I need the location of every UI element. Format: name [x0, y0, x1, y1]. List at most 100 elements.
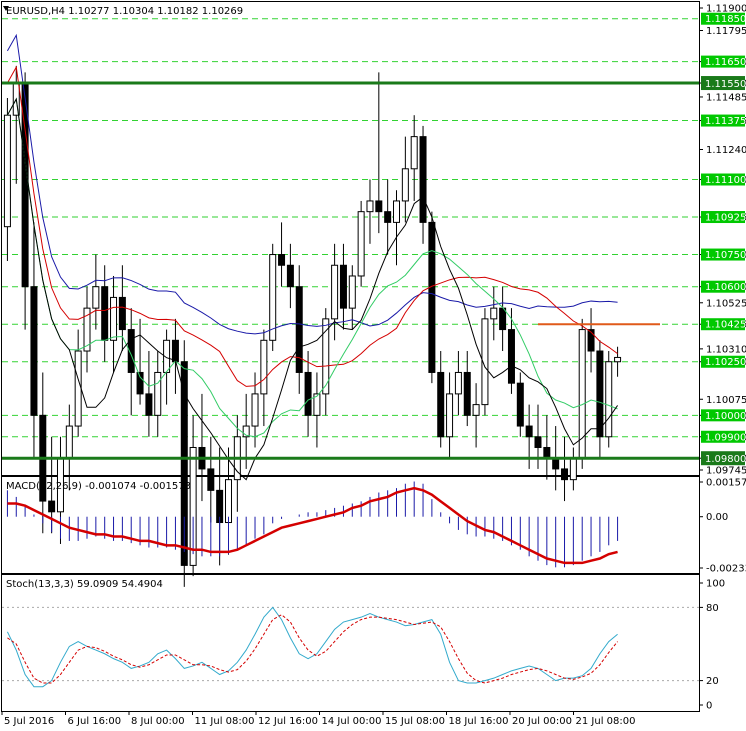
- candle-body[interactable]: [171, 339, 179, 363]
- candle-body[interactable]: [401, 168, 409, 202]
- candle-body[interactable]: [83, 307, 91, 352]
- candle-body[interactable]: [30, 286, 38, 416]
- candle-body[interactable]: [242, 425, 250, 438]
- candle-body[interactable]: [260, 339, 268, 395]
- candle-body[interactable]: [393, 200, 401, 223]
- price-tick-label: 1.11900: [706, 4, 746, 15]
- candle-body[interactable]: [587, 329, 595, 352]
- candle-body[interactable]: [304, 371, 312, 416]
- time-tick-label: 14 Jul 00:00: [322, 716, 382, 727]
- candle-body[interactable]: [189, 446, 197, 566]
- candle-body[interactable]: [419, 136, 427, 223]
- candle-body[interactable]: [578, 329, 586, 459]
- candle-body[interactable]: [437, 371, 445, 438]
- candle-body[interactable]: [180, 361, 188, 566]
- stochastic-indicator: 100 80 20 0: [2, 579, 725, 712]
- candle-body[interactable]: [561, 468, 569, 481]
- price-tick-label: 1.11240: [706, 145, 746, 156]
- candle-body[interactable]: [569, 457, 577, 481]
- dashed-level-label: 1.10925: [705, 213, 746, 224]
- candle-body[interactable]: [499, 307, 507, 331]
- stoch-tick-label: 20: [706, 676, 719, 687]
- candle-body[interactable]: [295, 286, 303, 373]
- stoch-signal-line: [7, 614, 618, 684]
- level-box: [701, 451, 745, 466]
- dashed-level-box: [701, 248, 745, 261]
- candle-body[interactable]: [490, 307, 498, 320]
- candle-body[interactable]: [251, 393, 259, 427]
- candle-body[interactable]: [331, 264, 339, 320]
- candle-body[interactable]: [446, 393, 454, 438]
- candle-body[interactable]: [552, 457, 560, 470]
- candle-body[interactable]: [269, 254, 277, 341]
- candle-body[interactable]: [384, 211, 392, 223]
- dashed-level-box: [701, 114, 745, 127]
- candle-body[interactable]: [375, 200, 383, 213]
- candle-body[interactable]: [357, 211, 365, 277]
- candle-body[interactable]: [596, 350, 604, 438]
- time-axis: 5 Jul 2016 6 Jul 16:00 8 Jul 00:00 11 Jul 0…: [1, 711, 635, 727]
- candle-body[interactable]: [507, 329, 515, 384]
- time-tick-label: 5 Jul 2016: [4, 716, 54, 727]
- time-tick-label: 12 Jul 16:00: [258, 716, 318, 727]
- dashed-level-label: 1.10000: [705, 411, 746, 422]
- candle-body[interactable]: [313, 393, 321, 416]
- candle-body[interactable]: [534, 436, 542, 448]
- candle-body[interactable]: [3, 114, 11, 228]
- dashed-level-box: [701, 409, 745, 422]
- ma-blue-line: [6, 33, 618, 335]
- candle-body[interactable]: [224, 479, 232, 524]
- symbol-info: EURUSD,H4 1.10277 1.10304 1.10182 1.1026…: [6, 6, 243, 17]
- time-tick-label: 15 Jul 08:00: [385, 716, 445, 727]
- candle-body[interactable]: [127, 329, 135, 373]
- candle-body[interactable]: [463, 371, 471, 416]
- candle-body[interactable]: [516, 382, 524, 427]
- stoch-main-line: [6, 606, 618, 688]
- candle-body[interactable]: [543, 446, 551, 459]
- collapse-arrow-icon[interactable]: [3, 6, 9, 11]
- dashed-level-label: 1.10250: [705, 357, 746, 368]
- candle-body[interactable]: [136, 371, 144, 395]
- candle-body[interactable]: [74, 350, 82, 427]
- ma-black-line: [6, 97, 618, 481]
- time-tick-label: 8 Jul 00:00: [131, 716, 185, 727]
- candle-body[interactable]: [154, 371, 162, 416]
- candle-body[interactable]: [410, 136, 418, 170]
- candle-body[interactable]: [605, 361, 613, 438]
- dashed-level-label: 1.11850: [705, 14, 746, 25]
- candles[interactable]: [3, 65, 622, 587]
- macd-tick-label: 0.001578: [706, 478, 746, 489]
- candle-body[interactable]: [145, 393, 153, 416]
- candle-body[interactable]: [110, 296, 118, 341]
- dashed-level-box: [701, 318, 745, 331]
- candle-body[interactable]: [92, 286, 100, 309]
- candle-body[interactable]: [207, 468, 215, 491]
- price-tick-label: 1.09745: [706, 466, 746, 477]
- candle-body[interactable]: [614, 356, 622, 363]
- candle-body[interactable]: [454, 371, 462, 395]
- stoch-label: Stoch(13,3,3) 59.0909 54.4904: [6, 579, 163, 590]
- macd-indicator: 0.001578 0.00 -0.002331: [6, 478, 746, 575]
- level-label: 1.11550: [705, 79, 746, 90]
- candle-body[interactable]: [428, 221, 436, 373]
- candle-body[interactable]: [472, 404, 480, 416]
- candle-body[interactable]: [366, 200, 374, 213]
- ma-red-line: [6, 65, 618, 387]
- candle-body[interactable]: [481, 318, 489, 406]
- dashed-level-box: [701, 430, 745, 443]
- macd-pane-border: [1, 476, 700, 574]
- candle-body[interactable]: [286, 264, 294, 288]
- candle-body[interactable]: [65, 425, 73, 459]
- horizontal-levels[interactable]: [2, 81, 699, 460]
- candle-body[interactable]: [48, 500, 56, 513]
- candle-body[interactable]: [525, 425, 533, 438]
- time-tick-label: 6 Jul 16:00: [68, 716, 122, 727]
- candle-body[interactable]: [322, 318, 330, 395]
- candle-body[interactable]: [101, 286, 109, 341]
- candle-body[interactable]: [339, 264, 347, 309]
- candle-body[interactable]: [118, 296, 126, 331]
- candle-body[interactable]: [278, 254, 286, 266]
- candle-body[interactable]: [348, 275, 356, 309]
- time-tick-label: 20 Jul 00:00: [512, 716, 572, 727]
